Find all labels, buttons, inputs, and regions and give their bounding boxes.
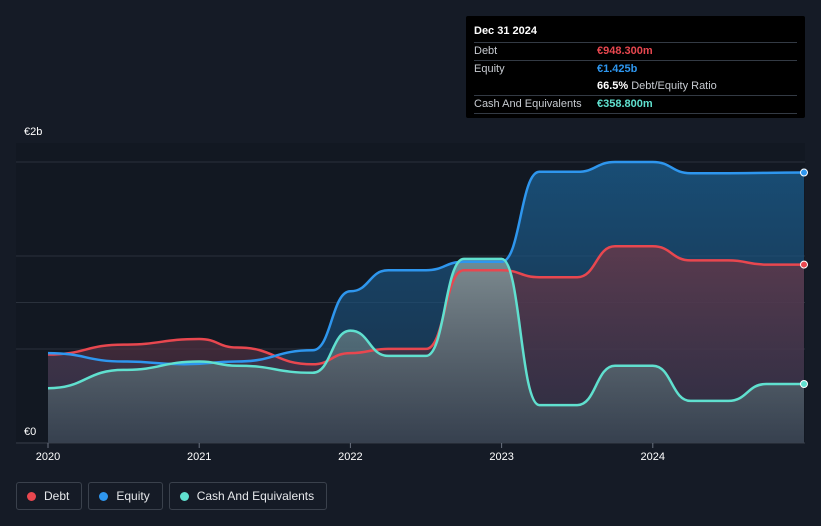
cash-end-dot [800,379,808,388]
x-tick-label: 2021 [187,451,211,463]
y-label-bottom: €0 [24,426,36,438]
lines [47,160,805,407]
axes: 2020 2021 2022 2023 2024 [16,442,805,463]
tooltip-row-cash: Cash And Equivalents €358.800m [474,96,797,114]
legend-dot-icon [179,491,189,501]
tooltip-value: 66.5% [597,80,629,92]
legend-dot-icon [99,491,109,501]
tooltip-label: Equity [474,63,505,75]
tooltip-value: €948.300m [597,45,653,57]
tooltip-row-debt: Debt €948.300m [474,43,797,61]
equity-end-dot [800,168,808,177]
tooltip-row-ratio: 66.5% Debt/Equity Ratio [474,78,797,96]
cash-area [48,258,804,443]
debt-end-dot [800,260,808,269]
x-tick-label: 2022 [338,451,362,463]
legend-item-equity[interactable]: Equity [88,482,163,510]
equity-line [47,160,805,366]
legend-item-debt[interactable]: Debt [16,482,83,510]
legend-label: Cash And Equivalents [196,489,315,503]
legend-label: Equity [116,489,150,503]
areas [48,162,804,443]
debt-line [47,245,804,366]
tooltip-ratio-desc: Debt/Equity Ratio [631,80,717,92]
tooltip-label: Debt [474,45,498,57]
end-dots [800,168,808,388]
legend-item-cash[interactable]: Cash And Equivalents [168,482,328,510]
legend-dot-icon [27,491,36,501]
tooltip-date: Dec 31 2024 [474,24,797,43]
tooltip-label [474,78,597,95]
x-tick-label: 2023 [489,451,513,463]
x-tick-label: 2024 [641,451,665,463]
legend: Debt Equity Cash And Equivalents [16,482,328,510]
cash-line [47,257,804,407]
tooltip: Dec 31 2024 Debt €948.300m Equity €1.425… [466,16,805,118]
y-label-top: €2b [24,126,42,138]
x-tick-label: 2020 [36,451,60,463]
tooltip-value: €1.425b [597,63,638,75]
tooltip-row-equity: Equity €1.425b [474,61,797,78]
legend-label: Debt [44,489,70,503]
tooltip-value: €358.800m [597,98,653,110]
tooltip-label: Cash And Equivalents [474,98,582,110]
